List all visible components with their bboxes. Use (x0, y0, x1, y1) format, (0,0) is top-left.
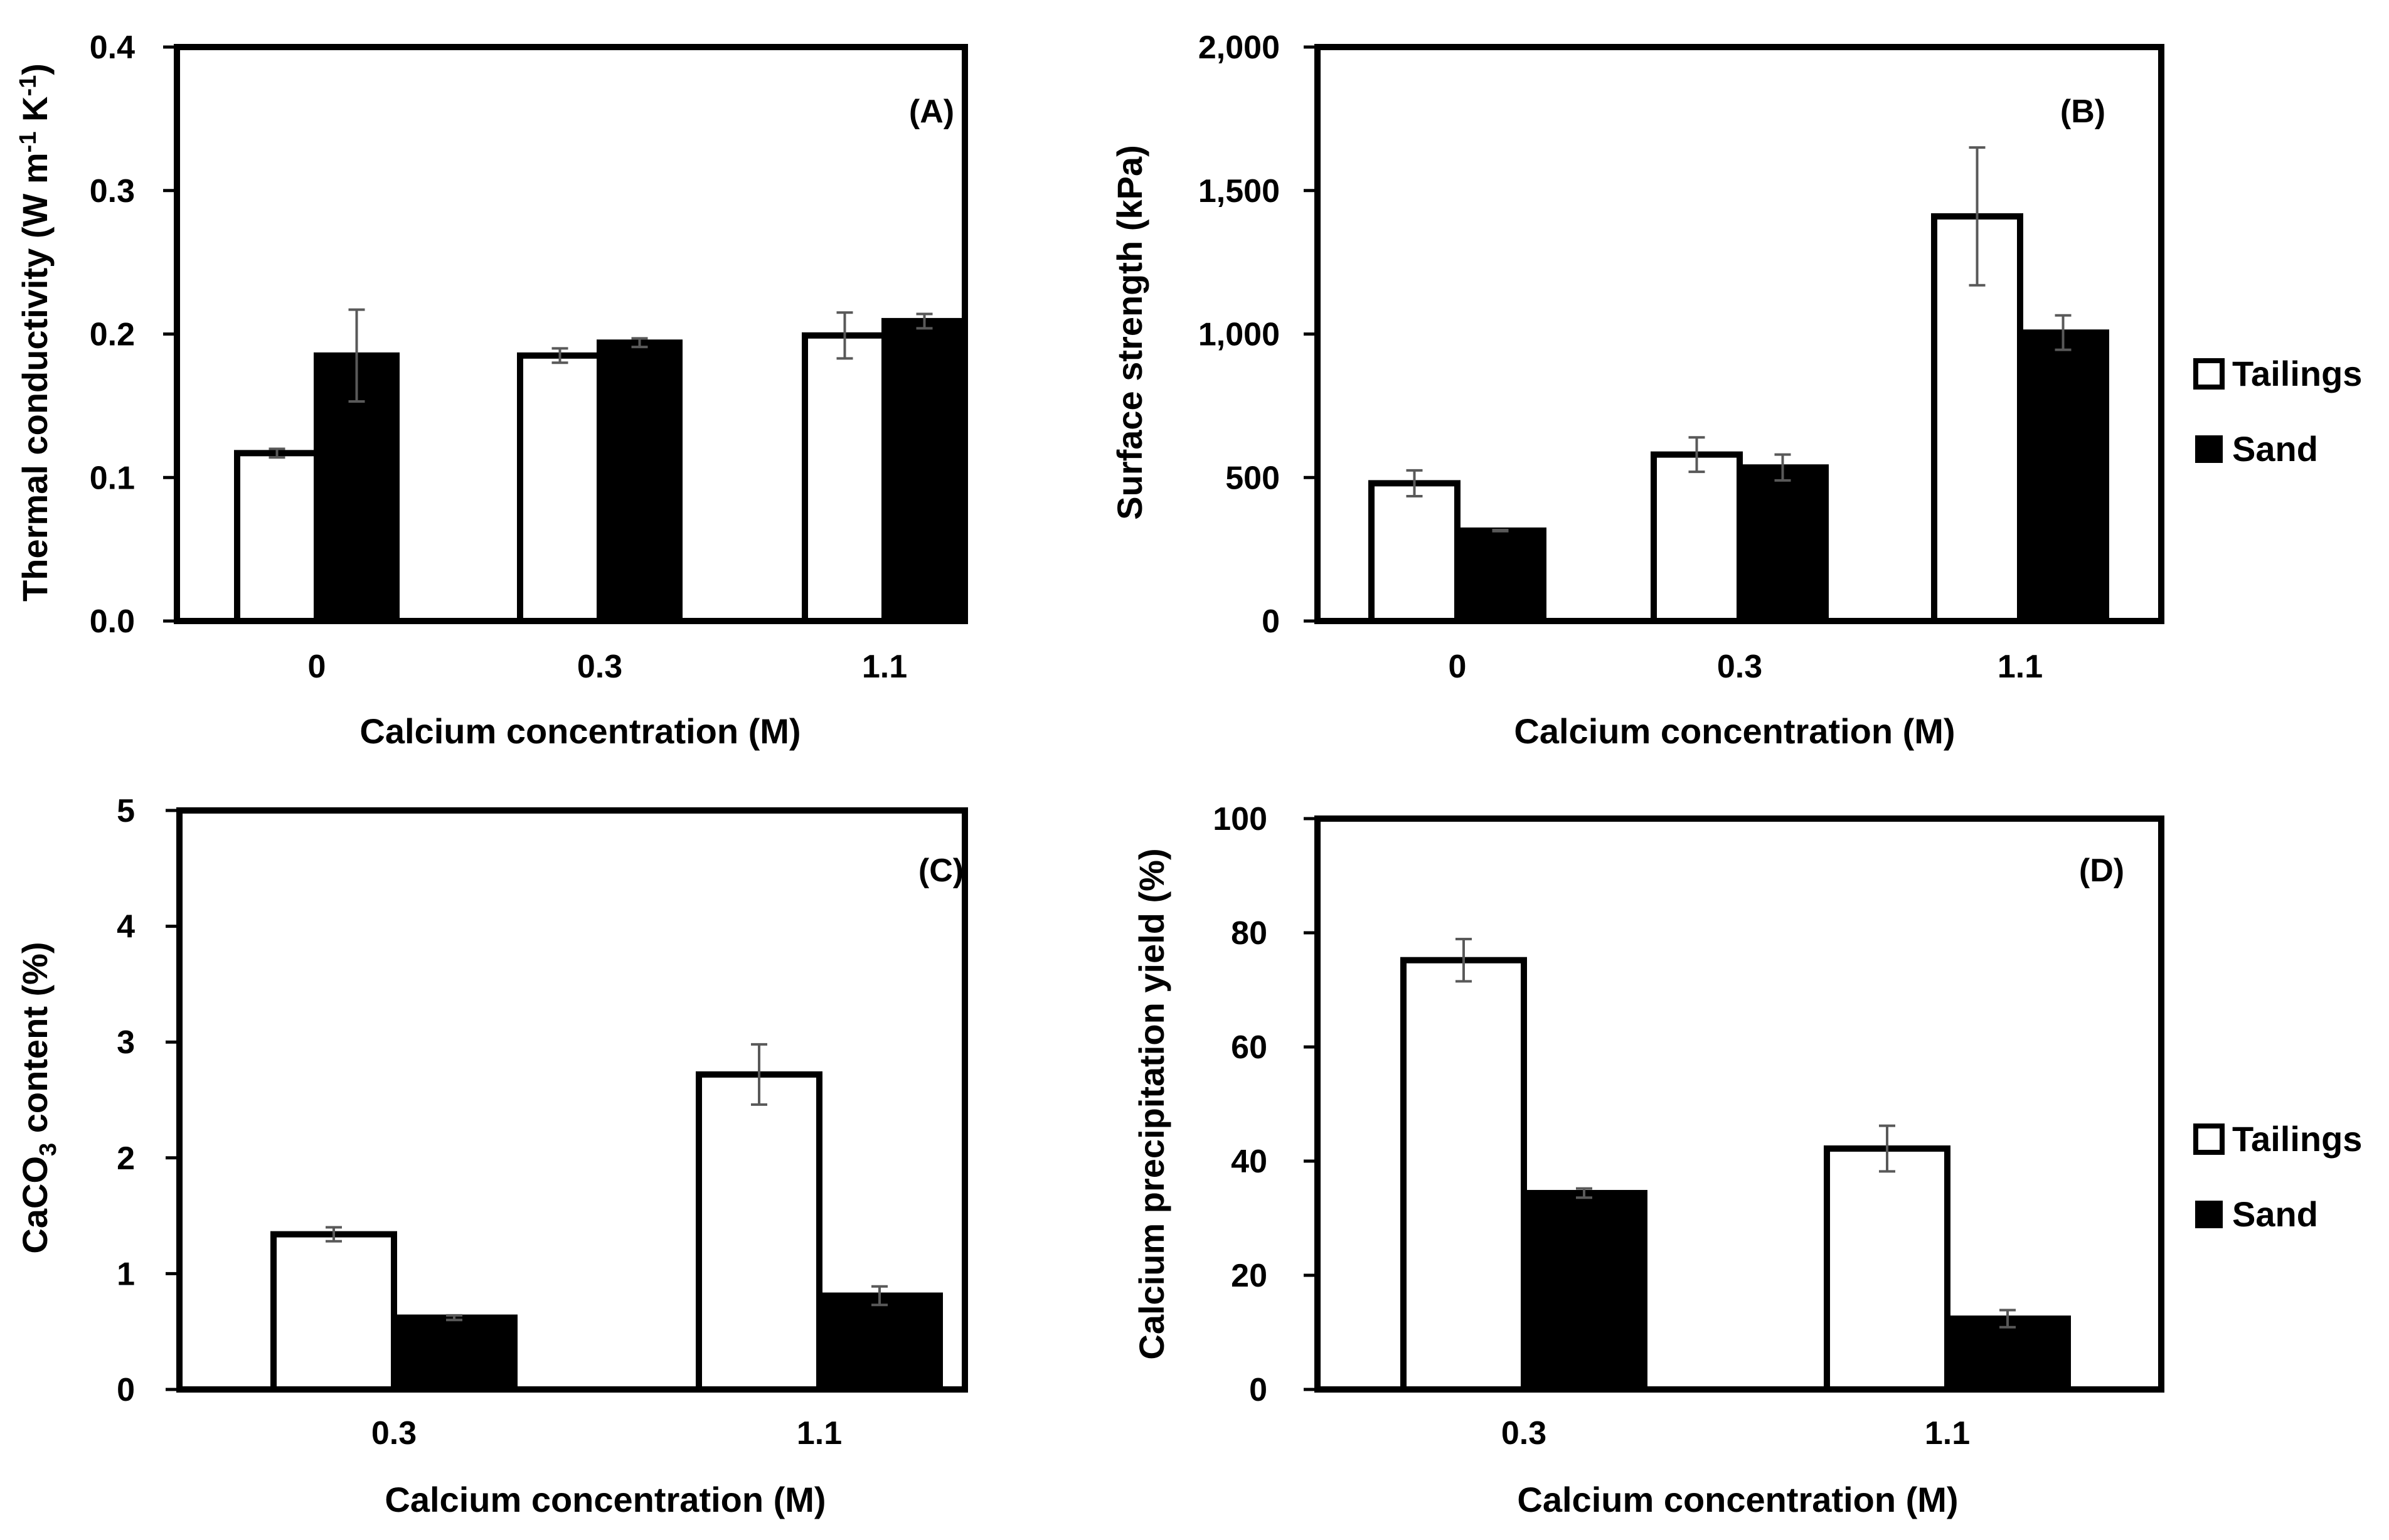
panel-label: (D) (2079, 852, 2124, 889)
panel-label: (B) (2060, 93, 2105, 130)
bar-tailings (1824, 1145, 1950, 1393)
panel-b: 0 500 1,000 1,500 2,000 0 0.3 1.1 Calcium concen… (1110, 29, 2362, 751)
legend-swatch-sand (2195, 435, 2223, 463)
x-tick-label: 1.1 (1925, 1415, 1970, 1452)
y-axis-title: CaCO3​ content (%) (15, 942, 61, 1253)
legend-swatch-tailings (2193, 1123, 2225, 1155)
x-axis-title: Calcium concentration (M) (1514, 711, 1955, 751)
y-tick-label: 0.1 (90, 460, 135, 496)
legend-label-tailings: Tailings (2232, 354, 2362, 393)
x-tick-label: 1.1 (1998, 649, 2043, 685)
x-axis-title: Calcium concentration (M) (1517, 1480, 1958, 1519)
legend: Tailings Sand (2193, 1119, 2362, 1234)
legend-label-sand: Sand (2232, 429, 2318, 469)
bar-tailings (1651, 451, 1743, 625)
legend: Tailings Sand (2193, 354, 2362, 469)
legend-swatch-sand (2195, 1201, 2223, 1228)
bar-sand (1944, 1315, 2071, 1393)
y-tick-label: 2,000 (1198, 29, 1280, 66)
bar-sand (2017, 329, 2109, 625)
bar-sand (816, 1292, 943, 1393)
bar-sand (1454, 527, 1546, 625)
y-tick-label: 4 (117, 909, 135, 945)
y-tick-label: 60 (1231, 1029, 1267, 1066)
panel-c: 0 1 2 3 4 5 0.3 1.1 Calcium concentration (M) CaC… (15, 793, 968, 1519)
y-axis-title: Calcium precipitation yield (%) (1132, 848, 1171, 1359)
legend-label-sand: Sand (2232, 1194, 2318, 1234)
bar-tailings (270, 1231, 397, 1393)
y-tick-label: 0.0 (90, 603, 135, 640)
y-tick-label: 1,000 (1198, 317, 1280, 353)
y-tick-label: 3 (117, 1024, 135, 1061)
y-tick-label: 1,500 (1198, 173, 1280, 210)
bar-tailings (1400, 957, 1527, 1393)
y-tick-label: 0.2 (90, 317, 135, 353)
y-tick-label: 2 (117, 1140, 135, 1177)
x-tick-label: 1.1 (797, 1415, 842, 1452)
bar-tailings (802, 332, 888, 624)
y-tick-label: 40 (1231, 1144, 1267, 1180)
y-tick-label: 0 (1249, 1372, 1267, 1408)
legend-swatch-tailings (2193, 358, 2225, 390)
y-tick-label: 20 (1231, 1258, 1267, 1294)
bar-sand (597, 339, 683, 624)
panel-label: (C) (918, 852, 964, 889)
bar-tailings (234, 450, 320, 624)
bar-tailings (696, 1071, 822, 1393)
y-tick-label: 80 (1231, 915, 1267, 952)
x-axis-title: Calcium concentration (M) (385, 1480, 826, 1519)
y-tick-label: 1 (117, 1256, 135, 1292)
x-tick-label: 0.3 (1501, 1415, 1546, 1452)
x-tick-label: 1.1 (862, 649, 907, 685)
bar-sand (391, 1314, 518, 1393)
y-tick-label: 500 (1225, 460, 1280, 496)
x-tick-label: 0 (1449, 649, 1467, 685)
bar-sand (1737, 464, 1829, 624)
x-axis-title: Calcium concentration (M) (359, 711, 801, 751)
panel-a: 0.0 0.1 0.2 0.3 0.4 0 0.3 1.1 Calcium concentrat… (15, 29, 968, 751)
y-tick-label: 0.3 (90, 173, 135, 210)
y-tick-label: 0 (1262, 603, 1280, 640)
plot-frame (1314, 815, 2164, 1393)
y-tick-label: 5 (117, 793, 135, 829)
panel-d: 0 20 40 60 80 100 0.3 1.1 Calcium concentration … (1132, 801, 2362, 1519)
bar-sand (881, 317, 967, 624)
plot-frame (176, 807, 968, 1393)
x-tick-label: 0.3 (371, 1415, 417, 1452)
x-tick-label: 0.3 (577, 649, 622, 685)
y-axis-title: Thermal conductivity (W m-1​ K-1​) (15, 63, 55, 602)
bar-sand (1521, 1189, 1647, 1393)
bar-tailings (517, 352, 603, 624)
y-tick-label: 100 (1213, 801, 1267, 837)
legend-label-tailings: Tailings (2232, 1119, 2362, 1159)
bar-tailings (1368, 480, 1461, 625)
y-axis-title: Surface strength (kPa) (1110, 145, 1149, 520)
y-tick-label: 0 (117, 1372, 135, 1408)
x-tick-label: 0.3 (1717, 649, 1762, 685)
panel-label: (A) (909, 93, 954, 130)
x-tick-label: 0 (308, 649, 326, 685)
y-tick-label: 0.4 (90, 29, 135, 66)
